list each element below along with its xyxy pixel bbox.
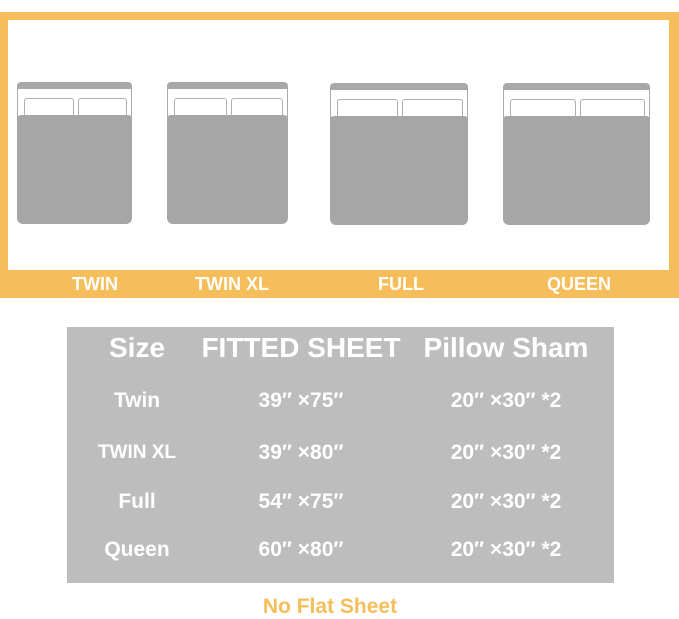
row-fitted-sheet: 60″ ×80″ [258, 538, 344, 561]
row-fitted-sheet: 39″ ×80″ [258, 441, 344, 464]
size-table [67, 327, 614, 583]
row-pillow-sham: 20″ ×30″ *2 [450, 538, 562, 561]
row-pillow-sham: 20″ ×30″ *2 [450, 490, 562, 513]
bed-icon-queen [503, 83, 650, 225]
row-fitted-sheet: 39″ ×75″ [258, 389, 344, 412]
headboard [330, 83, 468, 90]
row-size: Queen [104, 538, 170, 561]
row-pillow-sham: 20″ ×30″ *2 [450, 389, 562, 412]
row-pillow-sham: 20″ ×30″ *2 [450, 441, 562, 464]
pillow-icon [77, 98, 127, 119]
bed-frame [330, 89, 468, 119]
bed-label-twin-xl: TWIN XL [195, 274, 269, 294]
row-size: Twin [113, 389, 161, 412]
pillow-icon [579, 99, 645, 120]
header-pillow-sham: Pillow Sham [423, 332, 589, 363]
pillow-icon [174, 98, 227, 119]
bed-icon-twin-xl [167, 82, 288, 224]
bed-frame [503, 89, 650, 119]
blanket [503, 116, 650, 225]
pillow-icon [24, 98, 74, 119]
bed-label-full: FULL [378, 274, 424, 294]
row-size: TWIN XL [97, 442, 177, 463]
no-flat-sheet-note: No Flat Sheet [262, 595, 398, 618]
bed-icon-full [330, 83, 468, 225]
blanket [167, 115, 288, 224]
headboard [17, 82, 132, 89]
header-fitted-sheet: FITTED SHEET [201, 332, 401, 363]
headboard [503, 83, 650, 90]
pillow-icon [337, 99, 398, 120]
bed-frame [17, 88, 132, 118]
bed-label-queen: QUEEN [546, 274, 612, 294]
bed-icon-twin [17, 82, 132, 224]
bed-label-twin: TWIN [72, 274, 118, 294]
header-size: Size [108, 332, 166, 363]
blanket [17, 115, 132, 224]
pillow-icon [230, 98, 283, 119]
blanket [330, 116, 468, 225]
pillow-icon [510, 99, 576, 120]
row-fitted-sheet: 54″ ×75″ [258, 490, 344, 513]
headboard [167, 82, 288, 89]
bed-frame [167, 88, 288, 118]
row-size: Full [118, 490, 156, 513]
pillow-icon [402, 99, 463, 120]
